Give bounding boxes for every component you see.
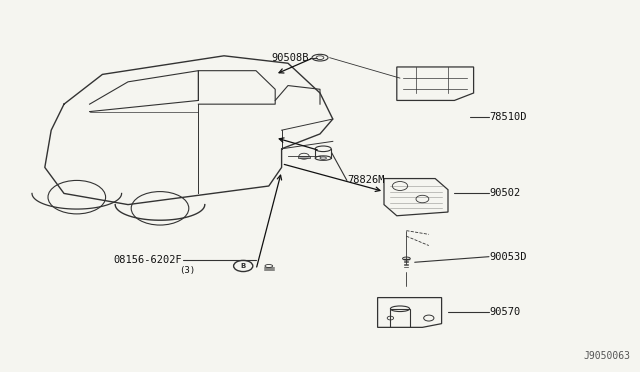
Text: 78826M: 78826M xyxy=(348,176,385,185)
Bar xyxy=(298,156,310,158)
Text: 90502: 90502 xyxy=(490,189,521,198)
Text: (3): (3) xyxy=(179,266,195,275)
Text: 90053D: 90053D xyxy=(490,252,527,262)
Text: 78510D: 78510D xyxy=(490,112,527,122)
Text: 08156-6202F: 08156-6202F xyxy=(114,256,182,265)
Ellipse shape xyxy=(320,157,326,160)
Text: 90570: 90570 xyxy=(490,308,521,317)
Text: 90508B: 90508B xyxy=(271,53,309,62)
Text: B: B xyxy=(241,263,246,269)
Text: J9050063: J9050063 xyxy=(584,351,630,361)
